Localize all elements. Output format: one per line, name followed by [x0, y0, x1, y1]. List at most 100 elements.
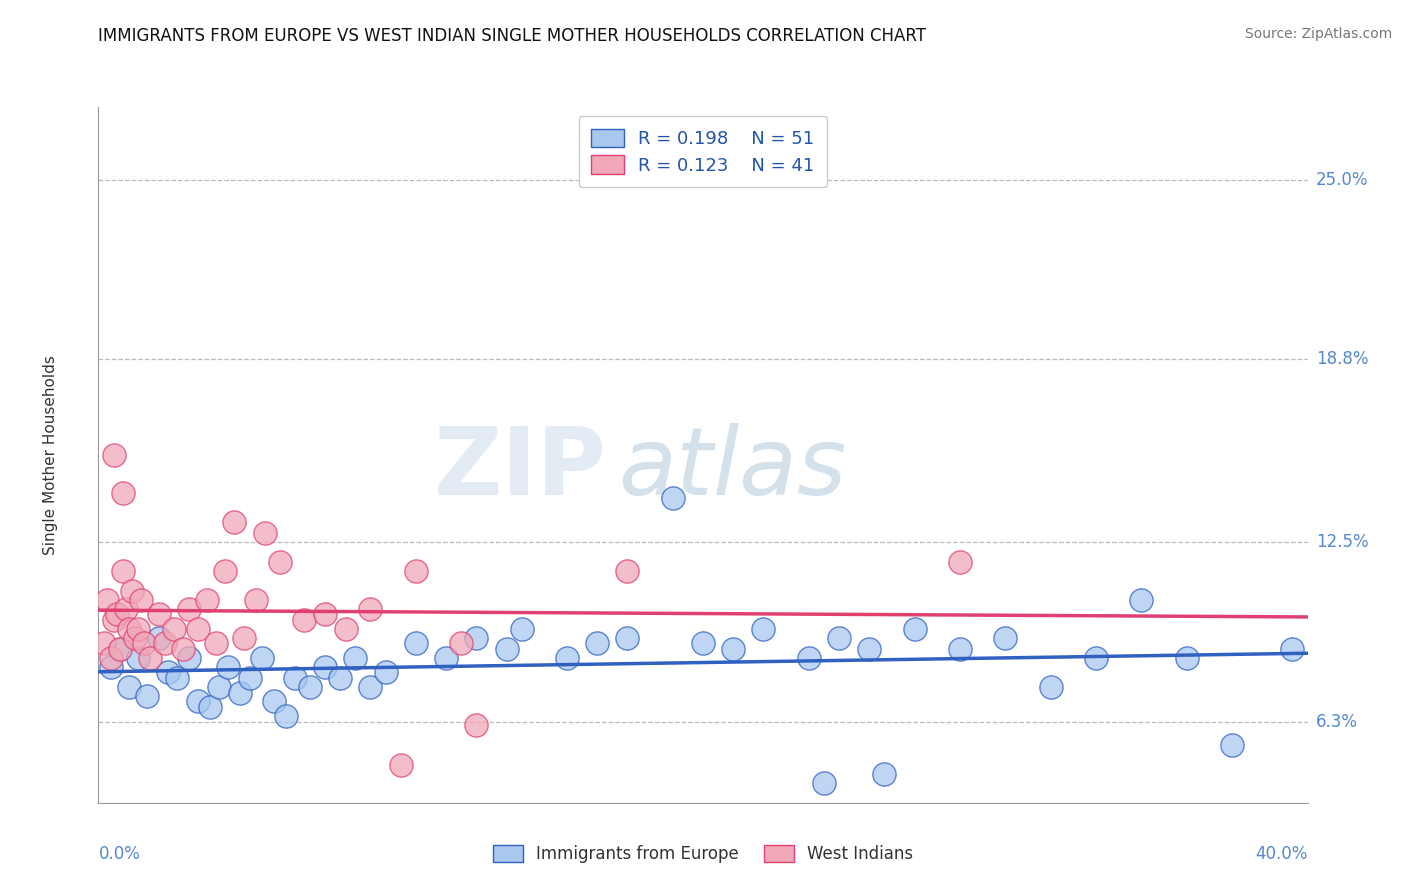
Point	[873, 766, 896, 781]
Point	[329, 671, 352, 685]
Text: 6.3%: 6.3%	[1316, 713, 1358, 731]
Point	[555, 651, 578, 665]
Point	[284, 671, 307, 685]
Point	[232, 631, 254, 645]
Point	[100, 651, 122, 665]
Point	[179, 651, 201, 665]
Point	[127, 622, 149, 636]
Point	[1130, 592, 1153, 607]
Text: 0.0%: 0.0%	[98, 845, 141, 863]
Point	[93, 636, 115, 650]
Text: 18.8%: 18.8%	[1316, 351, 1368, 368]
Point	[299, 680, 322, 694]
Point	[269, 555, 291, 569]
Point	[250, 651, 273, 665]
Point	[253, 526, 276, 541]
Point	[510, 622, 533, 636]
Point	[586, 636, 609, 650]
Point	[263, 694, 285, 708]
Point	[139, 651, 162, 665]
Point	[100, 659, 122, 673]
Point	[994, 631, 1017, 645]
Point	[148, 631, 170, 645]
Point	[187, 694, 209, 708]
Point	[118, 680, 141, 694]
Point	[166, 671, 188, 685]
Point	[114, 601, 136, 615]
Point	[195, 592, 218, 607]
Point	[360, 601, 382, 615]
Point	[239, 671, 262, 685]
Text: 12.5%: 12.5%	[1316, 533, 1368, 551]
Point	[135, 689, 157, 703]
Point	[208, 680, 231, 694]
Point	[205, 636, 228, 650]
Point	[187, 622, 209, 636]
Point	[495, 642, 517, 657]
Point	[797, 651, 820, 665]
Point	[1220, 738, 1243, 752]
Point	[1281, 642, 1303, 657]
Point	[949, 555, 972, 569]
Point	[813, 775, 835, 789]
Point	[105, 607, 128, 622]
Text: Source: ZipAtlas.com: Source: ZipAtlas.com	[1244, 27, 1392, 41]
Point	[103, 448, 125, 462]
Point	[132, 636, 155, 650]
Point	[229, 685, 252, 699]
Text: IMMIGRANTS FROM EUROPE VS WEST INDIAN SINGLE MOTHER HOUSEHOLDS CORRELATION CHART: IMMIGRANTS FROM EUROPE VS WEST INDIAN SI…	[98, 27, 927, 45]
Point	[292, 613, 315, 627]
Point	[127, 651, 149, 665]
Point	[374, 665, 396, 680]
Point	[245, 592, 267, 607]
Point	[103, 613, 125, 627]
Point	[108, 642, 131, 657]
Point	[156, 665, 179, 680]
Point	[1175, 651, 1198, 665]
Point	[405, 636, 427, 650]
Point	[904, 622, 927, 636]
Point	[153, 636, 176, 650]
Point	[344, 651, 367, 665]
Point	[405, 564, 427, 578]
Text: ZIP: ZIP	[433, 423, 606, 515]
Point	[692, 636, 714, 650]
Point	[163, 622, 186, 636]
Point	[450, 636, 472, 650]
Point	[661, 491, 683, 506]
Point	[111, 485, 134, 500]
Point	[335, 622, 357, 636]
Point	[828, 631, 851, 645]
Point	[124, 631, 146, 645]
Point	[172, 642, 194, 657]
Point	[121, 584, 143, 599]
Point	[224, 515, 246, 529]
Text: 25.0%: 25.0%	[1316, 170, 1368, 188]
Point	[434, 651, 457, 665]
Point	[118, 622, 141, 636]
Point	[752, 622, 775, 636]
Point	[314, 659, 336, 673]
Point	[314, 607, 336, 622]
Point	[616, 631, 638, 645]
Point	[129, 592, 152, 607]
Text: Single Mother Households: Single Mother Households	[42, 355, 58, 555]
Point	[148, 607, 170, 622]
Legend: Immigrants from Europe, West Indians: Immigrants from Europe, West Indians	[485, 836, 921, 871]
Point	[217, 659, 239, 673]
Text: atlas: atlas	[619, 424, 846, 515]
Point	[1085, 651, 1108, 665]
Point	[214, 564, 236, 578]
Point	[108, 642, 131, 657]
Point	[360, 680, 382, 694]
Point	[465, 631, 488, 645]
Point	[858, 642, 880, 657]
Point	[111, 564, 134, 578]
Point	[96, 592, 118, 607]
Point	[179, 601, 201, 615]
Point	[465, 717, 488, 731]
Point	[1039, 680, 1062, 694]
Point	[616, 564, 638, 578]
Point	[949, 642, 972, 657]
Point	[200, 700, 222, 714]
